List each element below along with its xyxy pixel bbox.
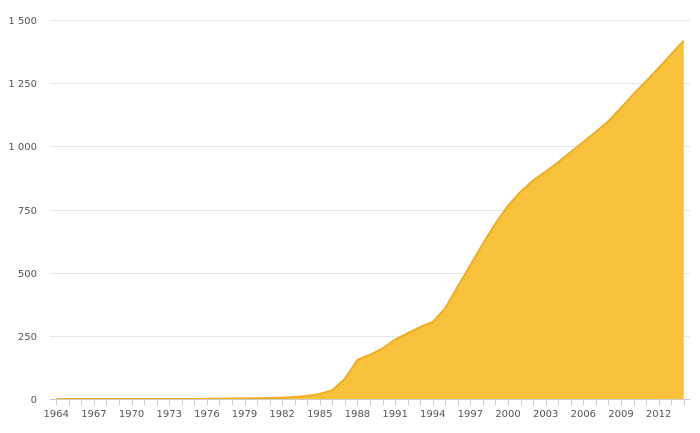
x-tick-label: 2012 xyxy=(646,409,671,420)
x-tick-label: 1979 xyxy=(232,409,257,420)
x-tick-label: 2000 xyxy=(495,409,520,420)
x-tick-label: 2003 xyxy=(533,409,558,420)
x-tick-label: 1991 xyxy=(382,409,407,420)
x-tick-label: 1964 xyxy=(44,409,69,420)
y-tick-label: 750 xyxy=(18,206,37,217)
x-tick-label: 1973 xyxy=(156,409,181,420)
y-tick-label: 0 xyxy=(31,395,37,406)
y-tick-label: 250 xyxy=(18,332,37,343)
x-tick-label: 1994 xyxy=(420,409,445,420)
x-tick-label: 1982 xyxy=(269,409,294,420)
y-tick-label: 1 500 xyxy=(8,16,37,27)
x-tick-label: 2006 xyxy=(571,409,596,420)
y-tick-label: 1 250 xyxy=(8,79,37,90)
x-tick-label: 1976 xyxy=(194,409,219,420)
x-tick-label: 1970 xyxy=(119,409,144,420)
y-tick-label: 1 000 xyxy=(8,142,37,153)
x-tick-label: 2009 xyxy=(608,409,633,420)
series-area xyxy=(56,40,685,400)
x-tick-label: 1985 xyxy=(307,409,332,420)
area-fill xyxy=(56,40,684,399)
x-tick-label: 1988 xyxy=(345,409,370,420)
x-tick-label: 1997 xyxy=(458,409,483,420)
x-tick-label: 1967 xyxy=(81,409,106,420)
y-axis-tick-labels: 0 250 500 750 1 000 1 250 1 500 xyxy=(8,16,37,406)
x-axis: 1964 1967 1970 1973 1976 1979 1982 1985 1988 1991… xyxy=(44,399,690,420)
y-tick-label: 500 xyxy=(18,269,37,280)
